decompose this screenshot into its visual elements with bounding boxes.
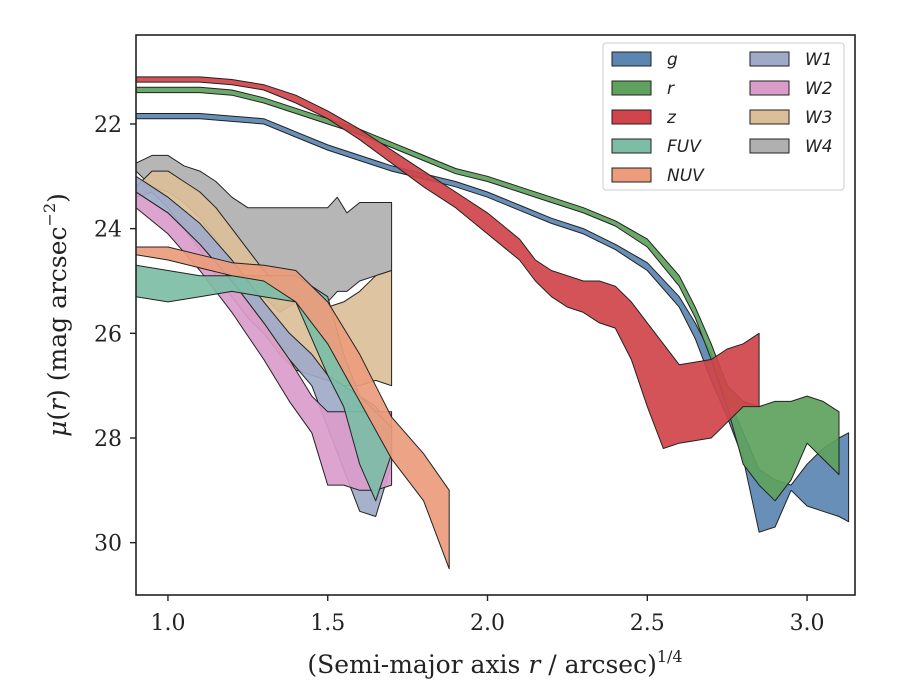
legend-label-z: z — [666, 108, 677, 128]
legend-swatch-w1 — [749, 51, 790, 67]
x-tick-label: 1.0 — [150, 611, 185, 636]
y-tick-label: 28 — [94, 427, 122, 452]
legend-label-fuv: FUV — [667, 137, 702, 157]
y-axis-title-close: ) — [43, 193, 72, 203]
band-nuv — [136, 246, 450, 570]
x-tick-label: 3.0 — [790, 611, 825, 636]
legend-swatch-r — [611, 80, 652, 96]
legend-swatch-w3 — [749, 109, 790, 125]
y-tick-label: 22 — [94, 113, 122, 138]
legend-label-g: g — [667, 50, 678, 70]
legend-label-nuv: NUV — [667, 166, 705, 186]
legend-swatch-w2 — [749, 80, 790, 96]
x-tick-label: 2.5 — [630, 611, 665, 636]
y-tick-label: 24 — [94, 218, 122, 243]
y-axis-title-units: ) (mag arcsec — [43, 226, 72, 399]
legend-swatch-fuv — [611, 138, 652, 154]
legend-label-w1: W1 — [805, 50, 833, 70]
legend: grz FUV NUV W1 W2 W3 W4 — [602, 42, 845, 191]
x-axis: 1.0 1.5 2.0 2.5 3.0 — [150, 595, 825, 636]
y-axis-title-mu: μ — [43, 421, 72, 437]
legend-label-w2: W2 — [805, 79, 833, 99]
bands-layer — [136, 76, 850, 570]
x-axis-title-part-2: / arcsec) — [540, 650, 657, 679]
x-tick-label: 1.5 — [310, 611, 345, 636]
legend-swatch-w4 — [749, 138, 790, 154]
x-axis-title-exponent: 1/4 — [657, 647, 683, 666]
legend-label-r: r — [667, 79, 675, 99]
band-z — [136, 76, 760, 449]
y-tick-label: 30 — [94, 532, 122, 557]
band-r — [136, 86, 840, 502]
y-axis-title-exponent: −2 — [40, 203, 59, 227]
x-axis-title-part-1: (Semi-major axis — [307, 650, 528, 679]
y-axis: 22 24 26 28 30 — [94, 113, 136, 557]
legend-swatch-nuv — [611, 167, 652, 183]
plot-frame — [135, 34, 856, 596]
x-axis-title: (Semi-major axis r / arcsec)1/4 — [307, 647, 682, 679]
legend-label-w4: W4 — [805, 137, 833, 157]
y-axis-title-var: r — [43, 397, 72, 411]
x-tick-label: 2.0 — [470, 611, 505, 636]
y-axis-title-open: ( — [43, 411, 72, 421]
legend-label-w3: W3 — [805, 108, 833, 128]
y-axis-title: μ(r) (mag arcsec−2) — [40, 193, 72, 437]
x-axis-title-var: r — [528, 650, 542, 679]
y-tick-label: 26 — [94, 322, 122, 347]
legend-swatch-g — [611, 51, 652, 67]
legend-swatch-z — [611, 109, 652, 125]
